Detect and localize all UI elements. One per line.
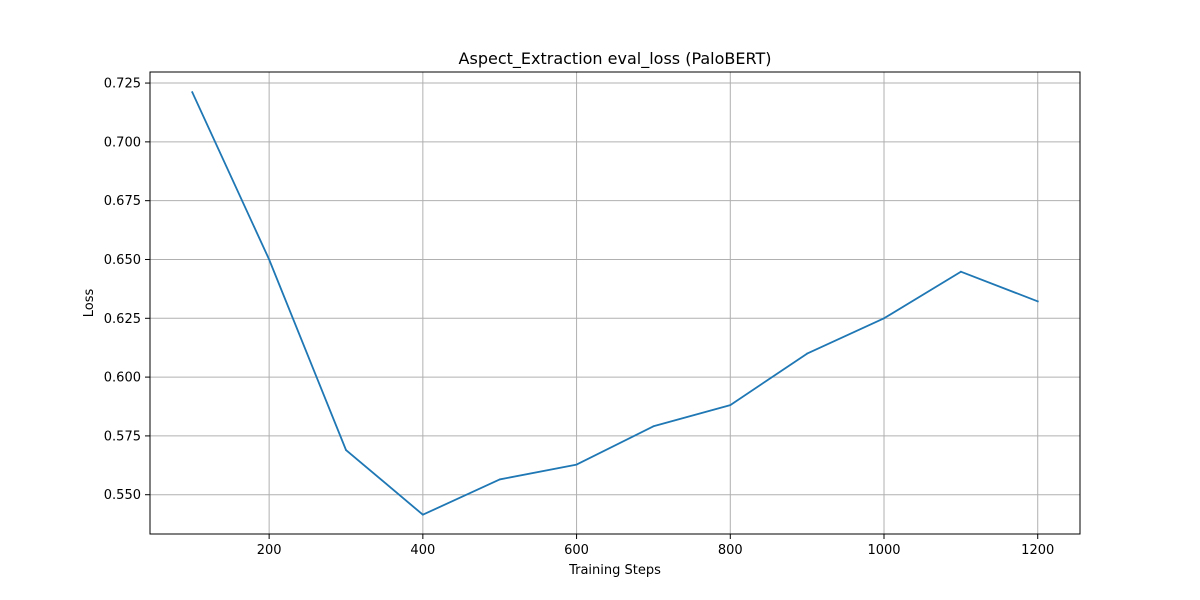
data-point <box>1036 300 1039 303</box>
y-tick-label: 0.675 <box>104 194 141 209</box>
x-tick-label: 600 <box>564 543 589 558</box>
y-tick-label: 0.600 <box>104 371 141 386</box>
chart-title: Aspect_Extraction eval_loss (PaloBERT) <box>459 49 772 69</box>
data-point <box>806 352 809 355</box>
data-point <box>191 91 194 94</box>
data-point <box>498 478 501 481</box>
x-tick-label: 200 <box>257 543 282 558</box>
x-tick-label: 1000 <box>867 543 900 558</box>
y-tick-label: 0.575 <box>104 429 141 444</box>
grid-lines <box>150 72 1080 534</box>
y-axis-ticks: 0.550 0.575 0.600 0.625 0.650 0.675 0.700 0.725 <box>104 77 150 503</box>
data-point <box>421 513 424 516</box>
data-point <box>729 404 732 406</box>
data-point <box>652 425 655 428</box>
x-axis-label: Training Steps <box>568 563 661 578</box>
data-point <box>268 258 271 261</box>
plot-area-frame <box>149 71 1081 535</box>
y-axis-label: Loss <box>82 289 97 318</box>
x-axis-ticks: 200 400 600 800 1000 1200 <box>257 534 1054 558</box>
series-line <box>191 91 1039 516</box>
series-layer <box>191 91 1039 516</box>
y-tick-label: 0.725 <box>104 77 141 92</box>
y-tick-label: 0.550 <box>104 488 141 503</box>
data-point <box>345 449 347 451</box>
x-tick-label: 800 <box>718 543 743 558</box>
y-tick-label: 0.700 <box>104 135 141 150</box>
x-tick-label: 400 <box>410 543 435 558</box>
data-point <box>959 270 962 273</box>
data-point <box>575 463 578 466</box>
x-tick-label: 1200 <box>1021 543 1054 558</box>
data-point <box>883 317 885 320</box>
y-tick-label: 0.650 <box>104 253 141 268</box>
y-tick-label: 0.625 <box>104 312 141 327</box>
